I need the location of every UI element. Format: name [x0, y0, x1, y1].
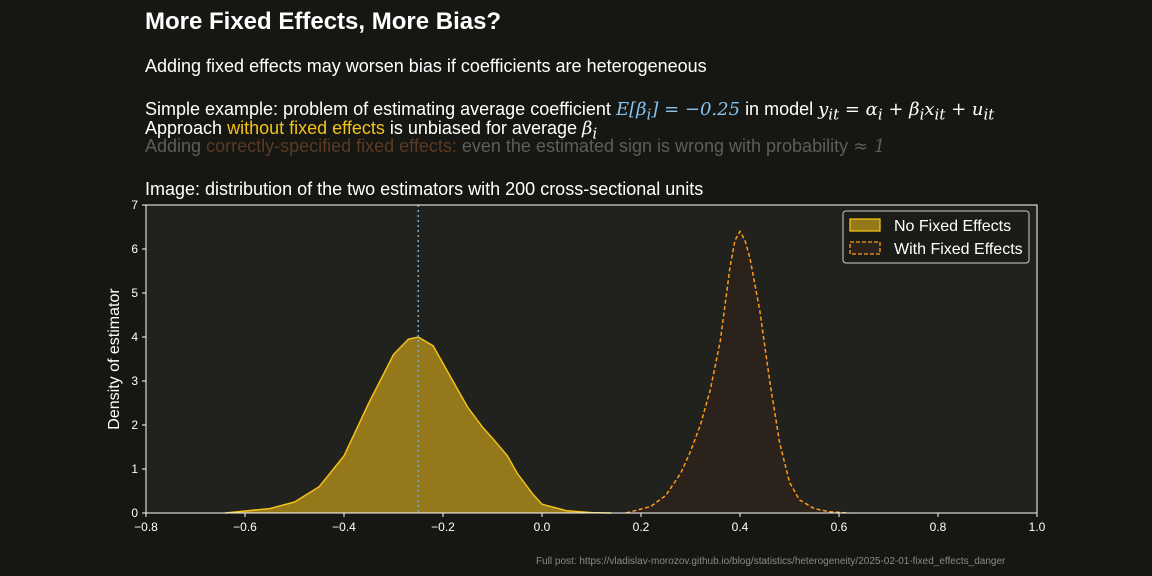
legend-box	[842, 210, 1030, 264]
y-tick-label: 3	[131, 374, 138, 388]
x-tick-label: 0.2	[633, 520, 650, 534]
page-title: More Fixed Effects, More Bias?	[145, 8, 502, 35]
y-tick-label: 6	[131, 242, 138, 256]
series-0-line	[225, 336, 612, 514]
y-tick-label: 7	[131, 198, 138, 212]
legend-label-0: No Fixed Effects	[894, 218, 1011, 235]
footer-link[interactable]: Full post: https://vladislav-morozov.git…	[536, 556, 1006, 567]
axes-frame	[145, 204, 1038, 514]
y-tick-label: 4	[131, 330, 138, 344]
x-tick-label: −0.8	[134, 520, 158, 534]
series-1-fill	[626, 231, 849, 513]
expected-value-formula: E[βi] = −0.25	[615, 99, 741, 124]
x-tick-label: 0.4	[732, 520, 749, 534]
fe-prefix: Adding	[145, 136, 202, 156]
y-tick-label: 5	[131, 286, 138, 300]
y-axis-label: Density of estimator	[106, 288, 123, 430]
series-1-line	[626, 229, 849, 514]
x-tick-label: −0.6	[233, 520, 257, 534]
no-fe-suffix: is unbiased for average	[389, 118, 577, 138]
no-fe-line: Approach without fixed effects is unbias…	[145, 118, 597, 143]
image-caption: Image: distribution of the two estimator…	[145, 179, 704, 199]
legend-swatch-1	[849, 241, 881, 255]
x-tick-label: 0.8	[930, 520, 947, 534]
x-tick-label: −0.2	[431, 520, 455, 534]
approx-formula: ≈ 1	[853, 136, 886, 157]
example-prefix: Simple example: problem of estimating av…	[145, 99, 611, 119]
x-tick-label: 1.0	[1029, 520, 1046, 534]
y-tick-label: 1	[131, 462, 138, 476]
fe-highlight: correctly-specified fixed effects:	[206, 136, 457, 156]
y-tick-label: 0	[131, 506, 138, 520]
y-tick-label: 2	[131, 418, 138, 432]
model-formula: yit = αi + βixit + uit	[818, 99, 995, 124]
no-fe-highlight: without fixed effects	[227, 118, 385, 138]
fe-line: Adding correctly-specified fixed effects…	[145, 136, 885, 157]
example-line: Simple example: problem of estimating av…	[145, 99, 994, 124]
legend: No Fixed Effects With Fixed Effects	[842, 210, 1030, 264]
legend-swatch-0	[849, 218, 881, 232]
no-fe-prefix: Approach	[145, 118, 223, 138]
x-tick-label: 0.0	[534, 520, 551, 534]
x-tick-label: −0.4	[332, 520, 356, 534]
beta-formula: βi	[582, 118, 598, 143]
fe-suffix: even the estimated sign is wrong with pr…	[461, 136, 849, 156]
x-tick-label: 0.6	[831, 520, 848, 534]
example-middle: in model	[745, 99, 814, 119]
subtitle: Adding fixed effects may worsen bias if …	[145, 56, 707, 76]
legend-label-1: With Fixed Effects	[894, 241, 1023, 258]
